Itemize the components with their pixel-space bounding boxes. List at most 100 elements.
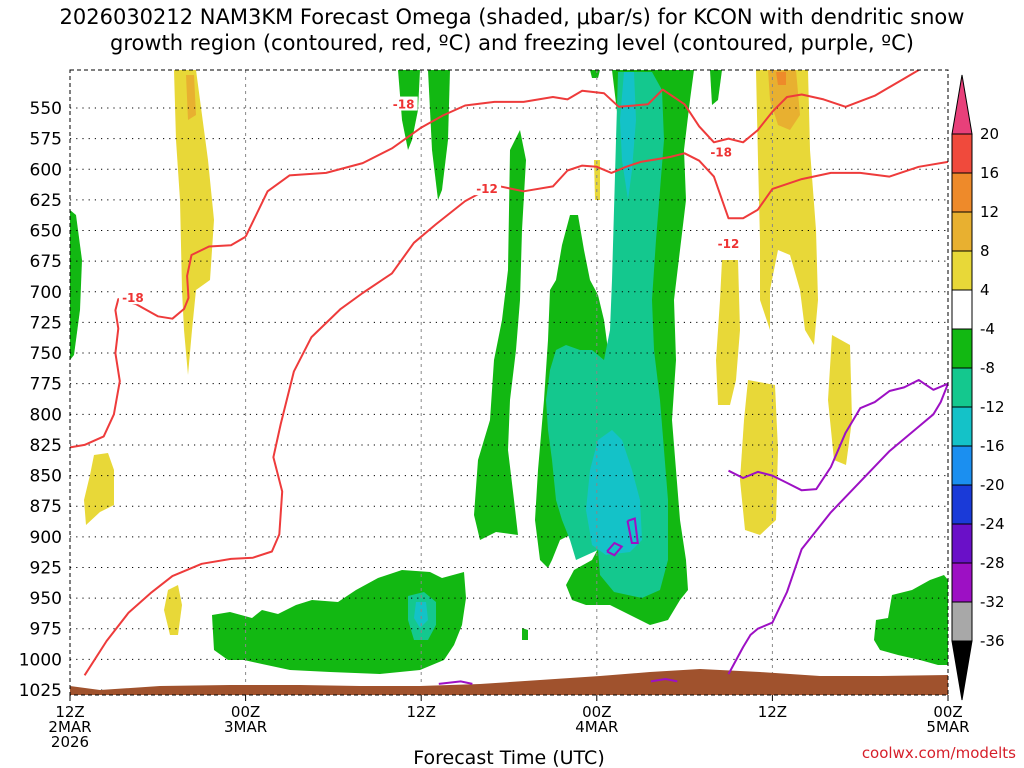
colorbar-swatch <box>951 445 973 486</box>
colorbar-swatch <box>951 484 973 525</box>
y-tick-label-875: 875 <box>30 497 62 517</box>
y-tick-label-675: 675 <box>30 252 62 272</box>
x-tick-label: 2026 <box>51 733 89 751</box>
yellow-region-1 <box>174 70 214 375</box>
green-region-5 <box>710 70 722 105</box>
yellow-region-6 <box>740 380 778 535</box>
y-tick-label-1025: 1025 <box>19 681 62 701</box>
green-region-3 <box>428 70 450 200</box>
colorbar-swatch <box>951 289 973 330</box>
contour-line-0 <box>244 70 921 238</box>
green-region-1 <box>70 210 82 360</box>
credit-link[interactable]: coolwx.com/modelts <box>862 744 1016 762</box>
colorbar-swatch <box>951 562 973 603</box>
colorbar: 20 16 12 8 4 -4 -8 -12 -16 -20 -24 -28 -32 -36 <box>951 74 1005 701</box>
y-axis-labels: 550 575 600 625 650 675 700 725 750 775 800 825 850 8… <box>19 99 62 701</box>
colorbar-label-4: 4 <box>980 281 990 299</box>
colorbar-swatch <box>951 523 973 564</box>
colorbar-label--28: -28 <box>980 554 1005 572</box>
contour-label-bg <box>118 290 147 305</box>
orange-region-1 <box>186 75 196 120</box>
x-tick-label: 2MAR <box>48 718 91 736</box>
y-tick-label-925: 925 <box>30 558 62 578</box>
contour-label-4: -12 <box>718 237 740 251</box>
colorbar-label--32: -32 <box>980 593 1005 611</box>
colorbar-swatch <box>951 328 973 369</box>
colorbar-label-8: 8 <box>980 242 990 260</box>
y-tick-label-750: 750 <box>30 344 62 364</box>
freezing-island-3 <box>626 517 639 544</box>
colorbar-label-16: 16 <box>980 164 999 182</box>
colorbar-swatch <box>951 601 973 642</box>
contour-label-1: -18 <box>393 98 415 112</box>
contours: -18 -18 -12 -18 -12 <box>70 70 948 685</box>
colorbar-swatch <box>951 250 973 291</box>
chart-title-line1: 2026030212 NAM3KM Forecast Omega (shaded… <box>60 5 965 29</box>
y-tick-label-575: 575 <box>30 130 62 150</box>
colorbar-label--12: -12 <box>980 398 1005 416</box>
y-tick-label-625: 625 <box>30 191 62 211</box>
contour-label-2: -12 <box>476 182 498 196</box>
colorbar-label--24: -24 <box>980 515 1005 533</box>
yellow-region-2 <box>84 453 114 525</box>
contour-line-3 <box>727 379 948 675</box>
ground-terrain <box>70 669 948 695</box>
freezing-island-2 <box>606 541 624 557</box>
y-tick-label-950: 950 <box>30 589 62 609</box>
x-tick-label: 12Z <box>758 703 787 721</box>
y-tick-label-1000: 1000 <box>19 650 62 670</box>
green-region-4 <box>590 70 600 78</box>
y-tick-label-825: 825 <box>30 436 62 456</box>
y-tick-label-800: 800 <box>30 405 62 425</box>
colorbar-swatch <box>951 74 973 135</box>
colorbar-label--8: -8 <box>980 359 995 377</box>
grid-lines <box>70 70 948 695</box>
contour-label-bg <box>707 144 736 159</box>
teal-region-5 <box>414 602 428 628</box>
green-region-9 <box>212 570 466 674</box>
y-tick-label-725: 725 <box>30 313 62 333</box>
green-region-10 <box>874 575 948 665</box>
colorbar-swatch <box>951 367 973 408</box>
yellow-region-5 <box>716 260 740 405</box>
freezing-island-1 <box>650 677 678 683</box>
y-tick-label-900: 900 <box>30 528 62 548</box>
teal-region-1 <box>546 72 668 598</box>
colorbar-swatch <box>951 211 973 252</box>
x-tick-label: 00Z <box>582 703 611 721</box>
colorbar-swatch <box>951 406 973 447</box>
green-region-11 <box>522 628 528 640</box>
freezing-island-0 <box>438 680 473 685</box>
y-tick-label-600: 600 <box>30 160 62 180</box>
colorbar-label--16: -16 <box>980 437 1005 455</box>
yellow-region-3 <box>164 585 182 635</box>
colorbar-label--36: -36 <box>980 632 1005 650</box>
contour-label-bg <box>389 96 418 111</box>
colorbar-swatch <box>951 172 973 213</box>
colorbar-label-12: 12 <box>980 203 999 221</box>
y-tick-label-850: 850 <box>30 467 62 487</box>
x-tick-label: 12Z <box>407 703 436 721</box>
x-tick-label: 5MAR <box>926 718 969 736</box>
colorbar-label--4: -4 <box>980 320 995 338</box>
y-tick-label-550: 550 <box>30 99 62 119</box>
x-tick-label: 4MAR <box>575 718 618 736</box>
x-tick-label: 12Z <box>55 703 84 721</box>
y-tick-label-975: 975 <box>30 620 62 640</box>
x-tick-label: 00Z <box>231 703 260 721</box>
plot-border <box>69 69 949 696</box>
x-tick-label: 00Z <box>933 703 962 721</box>
contour-label-bg <box>473 181 502 196</box>
colorbar-label-20: 20 <box>980 125 999 143</box>
contour-label-0: -18 <box>122 291 144 305</box>
yellow-region-8 <box>594 160 600 200</box>
y-tick-label-650: 650 <box>30 222 62 242</box>
orange-region-3 <box>776 72 786 85</box>
green-region-6 <box>474 130 526 540</box>
colorbar-label--20: -20 <box>980 476 1005 494</box>
contour-line-2 <box>83 152 948 676</box>
x-tick-label: 3MAR <box>224 718 267 736</box>
x-axis-title: Forecast Time (UTC) <box>413 747 604 768</box>
